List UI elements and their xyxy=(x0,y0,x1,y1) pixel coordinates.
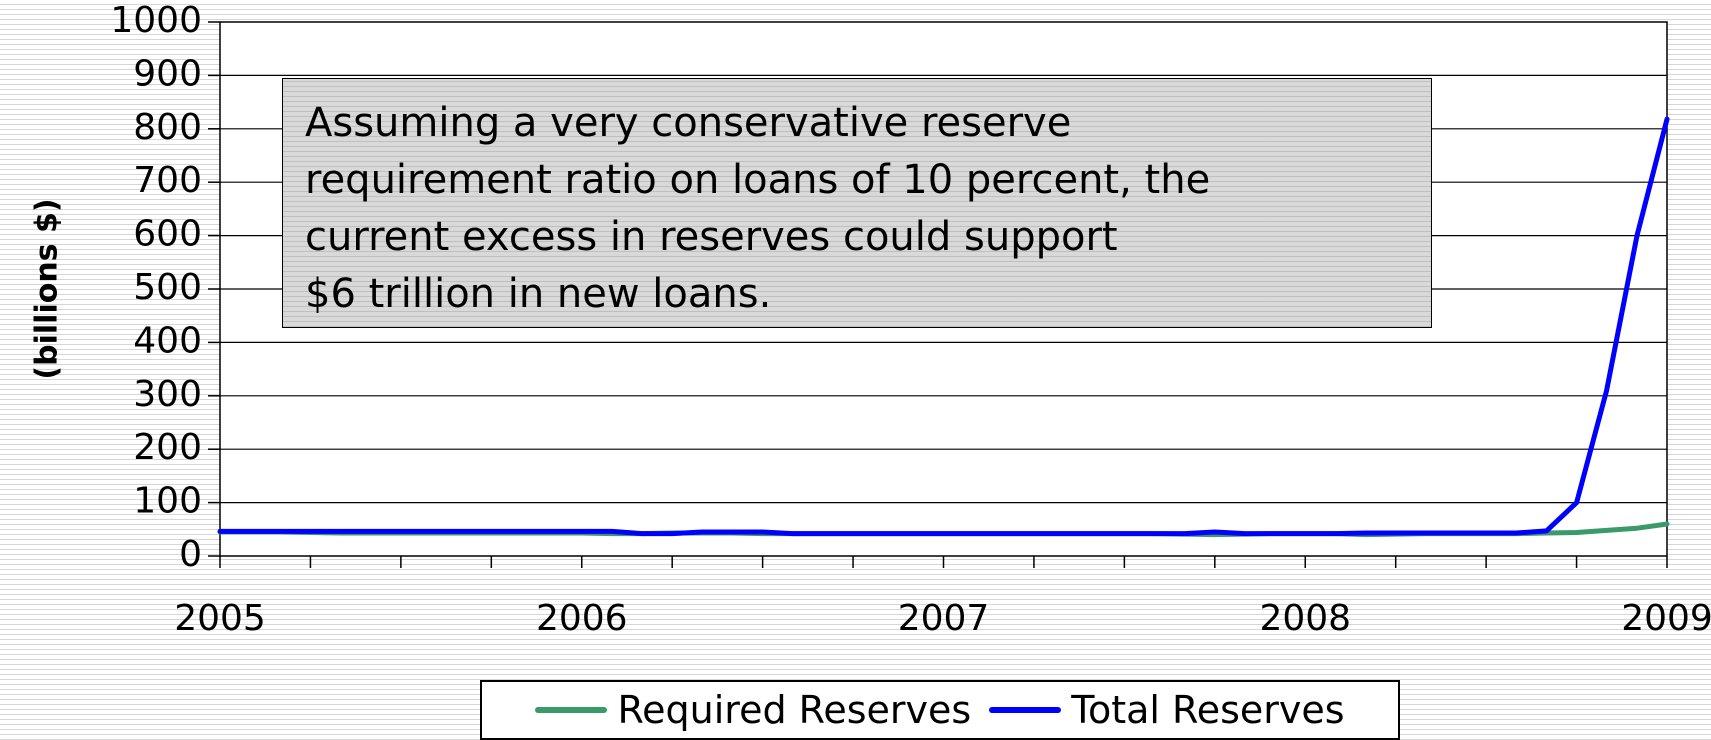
x-axis-tick-labels: 2005 2006 2007 2008 2009 xyxy=(174,598,1711,639)
y-tick-label-900: 900 xyxy=(133,53,202,94)
y-tick-label-700: 700 xyxy=(133,160,202,201)
x-tick-label-2009: 2009 xyxy=(1621,598,1711,639)
y-tick-label-300: 300 xyxy=(133,374,202,415)
x-tick-label-2005: 2005 xyxy=(174,598,266,639)
y-tick-label-800: 800 xyxy=(133,107,202,148)
legend-label-total-reserves: Total Reserves xyxy=(1071,688,1345,732)
y-axis-ticks: 0 100 200 300 400 500 600 700 800 900 1000 xyxy=(110,0,220,575)
y-tick-label-500: 500 xyxy=(133,267,202,308)
y-tick-label-200: 200 xyxy=(133,427,202,468)
x-tick-label-2006: 2006 xyxy=(536,598,628,639)
chart-legend: Required Reserves Total Reserves xyxy=(480,680,1400,740)
series-lines xyxy=(217,116,1670,538)
x-tick-label-2007: 2007 xyxy=(898,598,990,639)
series-line-total-reserves xyxy=(217,116,1670,537)
legend-item-required-reserves: Required Reserves xyxy=(535,688,971,732)
y-tick-label-0: 0 xyxy=(179,534,202,575)
annotation-callout: Assuming a very conservative reserve req… xyxy=(282,78,1432,328)
legend-item-total-reserves: Total Reserves xyxy=(989,688,1345,732)
legend-swatch-total-reserves xyxy=(989,707,1062,713)
legend-swatch-required-reserves xyxy=(535,707,608,713)
x-tick-label-2008: 2008 xyxy=(1259,598,1351,639)
y-tick-label-600: 600 xyxy=(133,214,202,255)
y-axis-title: (billions $) xyxy=(30,198,65,379)
y-tick-label-400: 400 xyxy=(133,320,202,361)
x-axis-ticks xyxy=(219,556,1668,568)
legend-label-required-reserves: Required Reserves xyxy=(617,688,972,732)
annotation-text: Assuming a very conservative reserve req… xyxy=(305,100,1211,317)
y-tick-label-1000: 1000 xyxy=(110,0,202,41)
y-tick-label-100: 100 xyxy=(133,481,202,522)
